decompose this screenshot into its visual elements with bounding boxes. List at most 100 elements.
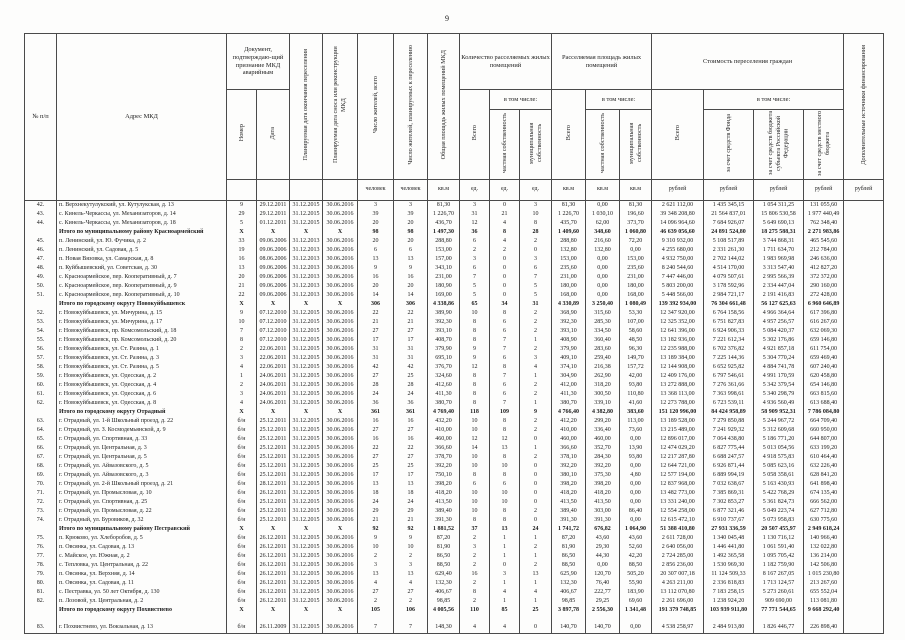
cell-residents-total: 98 bbox=[357, 227, 395, 237]
cell-extra-sources bbox=[843, 605, 885, 615]
cell-units-total: 9 bbox=[459, 353, 491, 363]
cell-cost-total: 12 217 287,80 bbox=[651, 452, 705, 462]
cell-area-municipal: 86,40 bbox=[619, 506, 653, 516]
cell-demolition-date: X bbox=[322, 299, 359, 309]
cell-cost-total: 13 482 773,00 bbox=[651, 488, 705, 498]
cell-num: 51. bbox=[24, 290, 57, 300]
cell-cost-total: 12 644 721,00 bbox=[651, 461, 705, 471]
header-area-private-label: частная собственность bbox=[598, 113, 606, 173]
cell-cost-total: 12 896 017,00 bbox=[651, 434, 705, 444]
cell-area-private: 339,10 bbox=[585, 398, 621, 408]
cell-extra-sources bbox=[843, 299, 885, 309]
cell-area-municipal: 505,20 bbox=[619, 569, 653, 579]
cell-demolition-date: X bbox=[322, 227, 359, 237]
cell-units-municipal: 0 bbox=[519, 497, 553, 507]
cell-demolition-date: 30.06.2016 bbox=[322, 209, 359, 219]
cell-num bbox=[24, 407, 57, 417]
cell-doc-date: 25.12.2011 bbox=[255, 434, 291, 444]
cell-residents-total: 13 bbox=[357, 254, 395, 264]
cell-units-municipal: 3 bbox=[519, 353, 553, 363]
cell-area-total: 1 409,60 bbox=[551, 227, 587, 237]
cell-cost-subject: 5 186 771,20 bbox=[753, 434, 805, 444]
cell-cost-fund: 7 032 638,67 bbox=[703, 479, 755, 489]
cell-resettle-date: 31.12.2015 bbox=[289, 326, 324, 336]
cell-doc-number: X bbox=[226, 605, 257, 615]
cell-cost-total: 13 215 489,00 bbox=[651, 425, 705, 435]
cell-residents-planned: 92 bbox=[393, 524, 429, 534]
cell-cost-subject: 5 304 770,24 bbox=[753, 353, 805, 363]
cell-units-private: 6 bbox=[489, 326, 521, 336]
cell-demolition-date: 30.06.2016 bbox=[322, 443, 359, 453]
cell-cost-total: 12 474 029,20 bbox=[651, 443, 705, 453]
cell-cost-subject: 1 130 716,12 bbox=[753, 533, 805, 543]
cell-cost-local: 272 428,00 bbox=[803, 290, 845, 300]
cell-units-total: 2 bbox=[459, 551, 491, 561]
cell-cost-total: 12 837 968,00 bbox=[651, 479, 705, 489]
cell-doc-date: 26.12.2011 bbox=[255, 569, 291, 579]
cell-cost-local: 611 754,00 bbox=[803, 344, 845, 354]
cell-address: г. Отрадный, ул. 1-й Школьный проезд, д.… bbox=[56, 416, 227, 426]
cell-units-total: 8 bbox=[459, 389, 491, 399]
resettlement-table: № п/п Адрес МКД Документ, подтверждаю-щи… bbox=[24, 33, 885, 634]
cell-resettle-date: 31.12.2015 bbox=[289, 425, 324, 435]
header-cost-fund: за счет средств Фонда bbox=[703, 109, 755, 180]
cell-area-municipal: 69,60 bbox=[619, 596, 653, 606]
cell-num: 83. bbox=[24, 614, 57, 634]
cell-residents-planned: 16 bbox=[393, 416, 429, 426]
cell-doc-date: X bbox=[255, 605, 291, 615]
cell-mkd-area: 132,30 bbox=[427, 578, 461, 588]
cell-units-total: 5 bbox=[459, 290, 491, 300]
cell-units-private: 1 bbox=[489, 551, 521, 561]
cell-cost-local: 641 898,40 bbox=[803, 479, 845, 489]
cell-residents-planned: 27 bbox=[393, 425, 429, 435]
cell-units-municipal: 3 bbox=[519, 254, 553, 264]
table-header: № п/п Адрес МКД Документ, подтверждаю-щи… bbox=[24, 33, 885, 201]
cell-address: п. Лозовой, ул. Центральная, д. 2 bbox=[56, 596, 227, 606]
cell-units-private: 1 bbox=[489, 596, 521, 606]
cell-resettle-date: 31.12.2015 bbox=[289, 497, 324, 507]
unit-residents-total: человек bbox=[357, 178, 395, 201]
cell-extra-sources bbox=[843, 272, 885, 282]
cell-demolition-date: 30.06.2016 bbox=[322, 254, 359, 264]
cell-units-private: 1 bbox=[489, 542, 521, 552]
cell-residents-planned: 3 bbox=[393, 560, 429, 570]
cell-area-total: 380,10 bbox=[551, 470, 587, 480]
cell-area-municipal: 0,00 bbox=[619, 515, 653, 525]
cell-extra-sources bbox=[843, 614, 885, 634]
cell-address: п. Новая Вязовка, ул. Самарская, д. 8 bbox=[56, 254, 227, 264]
table-row: 74. г. Отрадный, ул. Буровиков, д. 32 б/н 2… bbox=[24, 515, 885, 525]
cell-doc-date: 26.12.2011 bbox=[255, 560, 291, 570]
cell-resettle-date: 31.12.2015 bbox=[289, 551, 324, 561]
cell-num: 59. bbox=[24, 371, 57, 381]
cell-extra-sources bbox=[843, 308, 885, 318]
header-cost-total-label: Всего bbox=[673, 125, 681, 141]
cell-doc-number: 5 bbox=[226, 218, 257, 228]
table-row: 49. с. Красноармейское, пер. Кооперативны… bbox=[24, 272, 885, 282]
cell-doc-number: б/н bbox=[226, 542, 257, 552]
cell-units-total: 8 bbox=[459, 515, 491, 525]
cell-cost-subject: 4 957 256,57 bbox=[753, 317, 805, 327]
cell-area-private: 43,60 bbox=[585, 533, 621, 543]
cell-extra-sources bbox=[843, 362, 885, 372]
cell-doc-number: б/н bbox=[226, 443, 257, 453]
cell-mkd-area: 391,30 bbox=[427, 515, 461, 525]
cell-cost-total: 5 448 566,00 bbox=[651, 290, 705, 300]
cell-residents-total: 4 bbox=[357, 578, 395, 588]
cell-doc-number: 2 bbox=[226, 380, 257, 390]
cell-residents-planned: 16 bbox=[393, 272, 429, 282]
header-units-municipal-label: муниципальная собственность bbox=[527, 122, 543, 164]
cell-area-total: 393,10 bbox=[551, 326, 587, 336]
unit-mkd-area: кв.м bbox=[427, 178, 461, 201]
cell-cost-subject: 5 302 176,86 bbox=[753, 335, 805, 345]
cell-doc-date: 24.06.2011 bbox=[255, 398, 291, 408]
cell-doc-number: 19 bbox=[226, 245, 257, 255]
cell-residents-planned: 6 bbox=[393, 245, 429, 255]
cell-resettle-date: 31.12.2015 bbox=[289, 443, 324, 453]
cell-mkd-area: 695,10 bbox=[427, 353, 461, 363]
cell-num: 60. bbox=[24, 380, 57, 390]
table-row: 61. г. Новокуйбышевск, ул. Одесская, д. 6… bbox=[24, 389, 885, 399]
cell-address: г. Новокуйбышевск, ул. Ст. Разина, д. 1 bbox=[56, 344, 227, 354]
header-area-including: в том числе: bbox=[585, 89, 653, 110]
cell-doc-number: 20 bbox=[226, 272, 257, 282]
cell-area-total: 408,90 bbox=[551, 335, 587, 345]
